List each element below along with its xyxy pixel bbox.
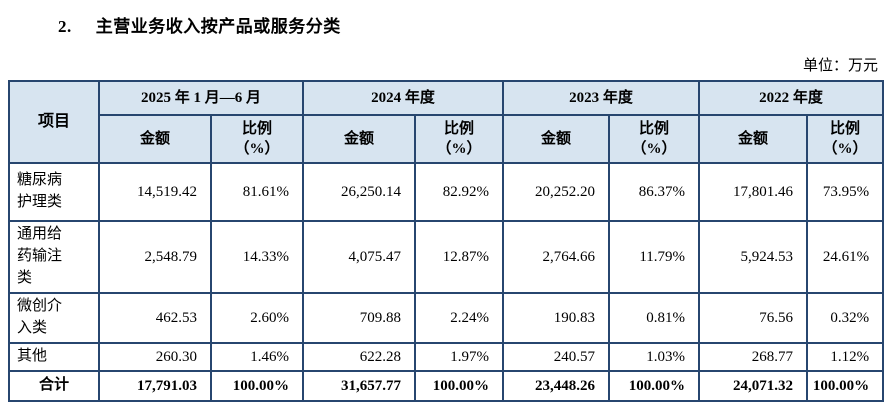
- revenue-table: 项目 2025 年 1 月—6 月 2024 年度 2023 年度 2022 年…: [8, 80, 885, 402]
- cell: 100.00%: [806, 370, 885, 402]
- section-number: 2.: [58, 17, 72, 36]
- cell: 462.53: [98, 292, 212, 344]
- unit-label: 单位：万元: [802, 58, 878, 74]
- cell: 11.79%: [608, 220, 701, 294]
- cell: 100.00%: [608, 370, 701, 402]
- table-total-row: 合计 17,791.03 100.00% 31,657.77 100.00% 2…: [8, 370, 885, 402]
- cell: 2.60%: [209, 292, 305, 344]
- cell: 20,252.20: [502, 162, 611, 222]
- cell: 190.83: [502, 292, 611, 344]
- cell: 86.37%: [608, 162, 701, 222]
- cell: 2,548.79: [98, 220, 212, 294]
- col-group-2022: 2022 年度: [698, 80, 885, 116]
- cell: 240.57: [502, 342, 611, 372]
- table-row: 通用给 药输注 类 2,548.79 14.33% 4,075.47 12.87…: [8, 220, 885, 294]
- cell: 1.97%: [414, 342, 505, 372]
- cell: 268.77: [698, 342, 809, 372]
- cell: 26,250.14: [302, 162, 417, 222]
- row-item-label: 其他: [8, 342, 100, 372]
- section-heading: 2. 主营业务收入按产品或服务分类: [58, 12, 882, 37]
- cell: 100.00%: [209, 370, 305, 402]
- subheader-amount-2022: 金额: [698, 114, 809, 164]
- cell: 14.33%: [209, 220, 305, 294]
- table-header-subcolumns: 金额 比例 （%） 金额 比例 （%） 金额 比例 （%） 金额 比例 （%）: [9, 114, 885, 164]
- cell: 17,801.46: [698, 162, 809, 222]
- cell: 31,657.77: [302, 370, 417, 402]
- cell: 81.61%: [209, 162, 305, 222]
- table-row: 其他 260.30 1.46% 622.28 1.97% 240.57 1.03…: [8, 342, 885, 372]
- col-header-item: 项目: [8, 80, 100, 164]
- cell: 1.46%: [209, 342, 305, 372]
- cell: 23,448.26: [502, 370, 611, 402]
- cell: 100.00%: [414, 370, 505, 402]
- table-row: 微创介 入类 462.53 2.60% 709.88 2.24% 190.83 …: [8, 292, 885, 344]
- cell: 73.95%: [806, 162, 885, 222]
- cell: 24,071.32: [698, 370, 809, 402]
- cell: 260.30: [98, 342, 212, 372]
- subheader-ratio-2023: 比例 （%）: [608, 114, 701, 164]
- col-group-2024: 2024 年度: [302, 80, 505, 116]
- cell: 24.61%: [806, 220, 885, 294]
- cell: 2.24%: [414, 292, 505, 344]
- cell: 12.87%: [414, 220, 505, 294]
- cell: 17,791.03: [98, 370, 212, 402]
- cell: 76.56: [698, 292, 809, 344]
- subheader-ratio-2024: 比例 （%）: [414, 114, 505, 164]
- cell: 0.81%: [608, 292, 701, 344]
- cell: 622.28: [302, 342, 417, 372]
- section-title: 主营业务收入按产品或服务分类: [95, 17, 341, 36]
- cell: 1.03%: [608, 342, 701, 372]
- table-row: 糖尿病 护理类 14,519.42 81.61% 26,250.14 82.92…: [8, 162, 885, 222]
- subheader-ratio-2022: 比例 （%）: [806, 114, 885, 164]
- subheader-amount-2025: 金额: [98, 114, 212, 164]
- subheader-amount-2024: 金额: [302, 114, 417, 164]
- cell: 82.92%: [414, 162, 505, 222]
- col-group-2023: 2023 年度: [502, 80, 701, 116]
- row-item-label: 通用给 药输注 类: [8, 220, 100, 294]
- table-header-groups: 项目 2025 年 1 月—6 月 2024 年度 2023 年度 2022 年…: [8, 80, 885, 164]
- subheader-amount-2023: 金额: [502, 114, 611, 164]
- cell: 14,519.42: [98, 162, 212, 222]
- row-item-label: 微创介 入类: [8, 292, 100, 344]
- row-item-label: 糖尿病 护理类: [8, 162, 100, 222]
- cell: 1.12%: [806, 342, 885, 372]
- cell: 2,764.66: [502, 220, 611, 294]
- cell: 4,075.47: [302, 220, 417, 294]
- cell: 709.88: [302, 292, 417, 344]
- cell: 5,924.53: [698, 220, 809, 294]
- cell: 0.32%: [806, 292, 885, 344]
- subheader-ratio-2025: 比例 （%）: [209, 114, 305, 164]
- total-label: 合计: [8, 370, 100, 402]
- col-group-2025: 2025 年 1 月—6 月: [97, 80, 305, 116]
